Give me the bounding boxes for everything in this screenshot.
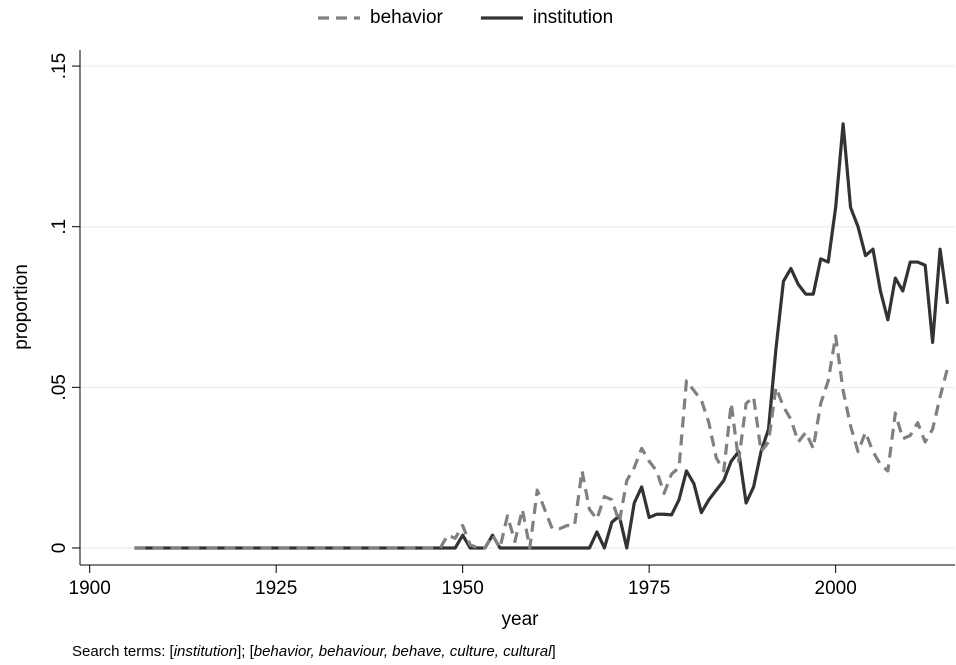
x-tick-label: 1900 bbox=[69, 578, 111, 599]
y-tick-label: .1 bbox=[49, 219, 70, 235]
legend-label: behavior bbox=[370, 7, 444, 28]
x-tick-label: 1950 bbox=[442, 578, 484, 599]
legend-label: institution bbox=[533, 7, 613, 28]
note-part: behavior, behaviour, behave, culture, cu… bbox=[254, 643, 552, 660]
note-part: ]; [ bbox=[237, 643, 255, 660]
x-tick-label: 2000 bbox=[815, 578, 857, 599]
y-tick-label: .15 bbox=[49, 53, 70, 79]
y-tick-label: .05 bbox=[49, 374, 70, 400]
note-part: institution bbox=[174, 643, 237, 660]
x-tick-label: 1975 bbox=[628, 578, 670, 599]
note: Search terms: [institution]; [behavior, … bbox=[72, 643, 556, 660]
note-part: Search terms: [ bbox=[72, 643, 175, 660]
x-tick-label: 1925 bbox=[255, 578, 297, 599]
y-axis-title: proportion bbox=[11, 264, 32, 350]
note-part: ] bbox=[551, 643, 555, 660]
y-tick-label: 0 bbox=[49, 543, 70, 554]
series-line bbox=[134, 334, 950, 550]
x-axis-title: year bbox=[502, 609, 540, 630]
